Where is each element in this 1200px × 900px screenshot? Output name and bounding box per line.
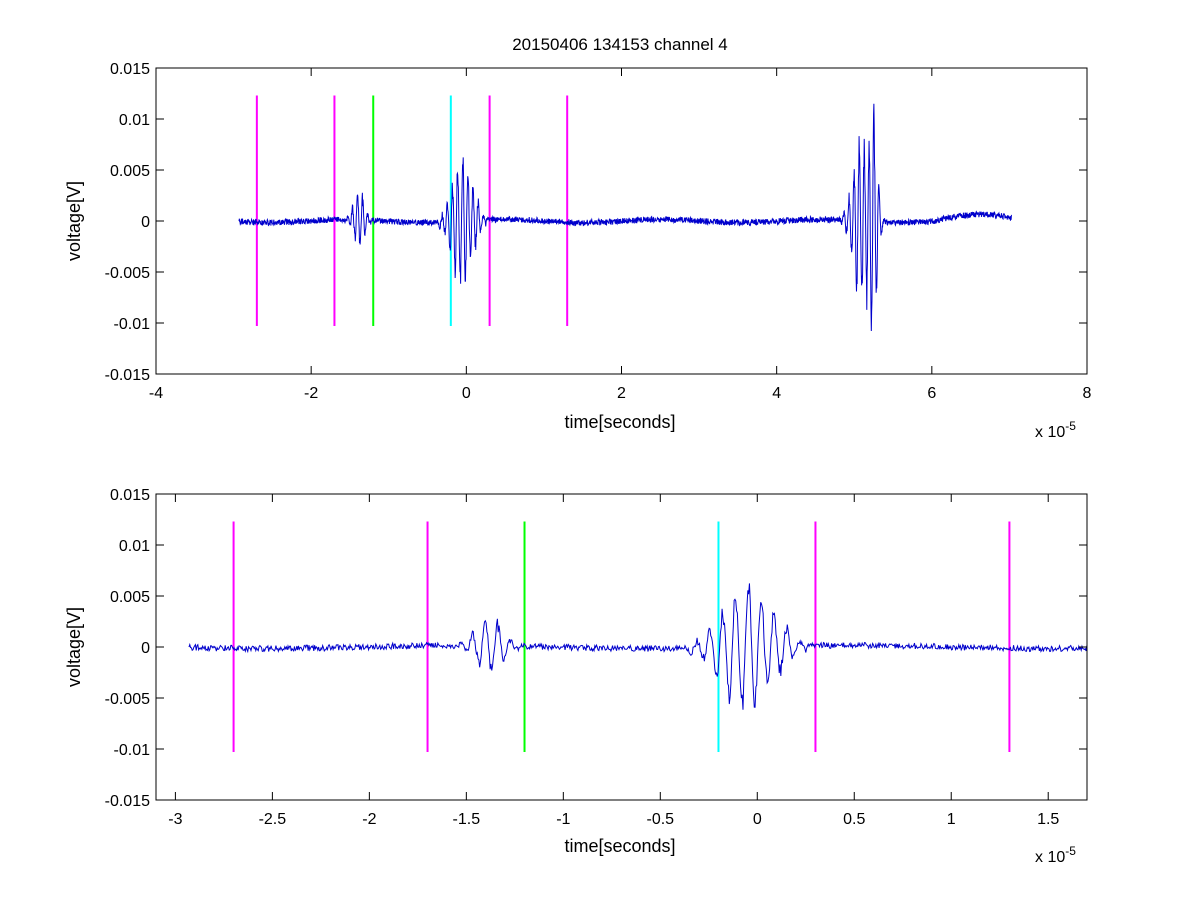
subplot-top-x-exponent-power: -5: [1065, 419, 1076, 433]
y-tick-label: 0.015: [110, 61, 150, 78]
x-tick-label: -2: [362, 811, 376, 828]
subplot-top-xlabel: time[seconds]: [564, 412, 675, 432]
x-tick-label: 0: [753, 811, 762, 828]
subplot-top-trace: [238, 103, 1012, 331]
x-tick-label: -2: [304, 385, 318, 402]
y-tick-label: 0: [141, 214, 150, 231]
subplot-bottom-xlabel: time[seconds]: [564, 836, 675, 856]
subplot-bottom: -3 -2.5 -2 -1.5 -1 -0.5 0 0.5 1 1.5 -0.015 -0.01 -0.…: [64, 487, 1088, 866]
x-tick-label: 6: [927, 385, 936, 402]
y-tick-label: -0.015: [105, 367, 150, 384]
x-tick-label: 0: [462, 385, 471, 402]
subplot-bottom-ylabel: voltage[V]: [64, 607, 84, 687]
x-tick-label: 2: [617, 385, 626, 402]
subplot-top-ticks: -4 -2 0 2 4 6 8 -0.015 -0.01 -0.005 0 0.005 0.01 0.01…: [105, 61, 1092, 402]
x-tick-label: 0.5: [843, 811, 865, 828]
subplot-top-x-exponent: x 10-5: [1035, 419, 1076, 441]
x-tick-label: -1.5: [453, 811, 481, 828]
y-tick-label: 0: [141, 640, 150, 657]
subplot-top: 20150406 134153 channel 4 -4 -2 0 2 4 6 8 -0.01…: [64, 35, 1092, 441]
x-tick-label: -4: [149, 385, 163, 402]
subplot-bottom-trace: [188, 583, 1088, 710]
y-tick-label: 0.01: [119, 112, 150, 129]
subplot-bottom-x-exponent: x 10-5: [1035, 844, 1076, 866]
subplot-bottom-markers: [232, 521, 1011, 753]
subplot-top-markers: [255, 95, 569, 327]
subplot-bottom-x-exponent-power: -5: [1065, 844, 1076, 858]
y-tick-label: -0.01: [114, 742, 151, 759]
x-tick-label: -3: [168, 811, 182, 828]
subplot-bottom-ticks: -3 -2.5 -2 -1.5 -1 -0.5 0 0.5 1 1.5 -0.015 -0.01 -0.…: [105, 487, 1087, 828]
y-tick-label: 0.01: [119, 538, 150, 555]
x-tick-label: 1: [947, 811, 956, 828]
y-tick-label: 0.015: [110, 487, 150, 504]
y-tick-label: -0.005: [105, 691, 150, 708]
x-tick-label: -0.5: [647, 811, 675, 828]
subplot-bottom-x-exponent-base: x 10: [1035, 849, 1065, 866]
subplot-top-title: 20150406 134153 channel 4: [512, 35, 728, 54]
y-tick-label: -0.005: [105, 265, 150, 282]
x-tick-label: -1: [556, 811, 570, 828]
x-tick-label: -2.5: [259, 811, 287, 828]
x-tick-label: 4: [772, 385, 781, 402]
x-tick-label: 8: [1083, 385, 1092, 402]
y-tick-label: 0.005: [110, 163, 150, 180]
subplot-top-x-exponent-base: x 10: [1035, 424, 1065, 441]
x-tick-label: 1.5: [1037, 811, 1059, 828]
y-tick-label: -0.01: [114, 316, 151, 333]
y-tick-label: -0.015: [105, 793, 150, 810]
subplot-top-ylabel: voltage[V]: [64, 181, 84, 261]
y-tick-label: 0.005: [110, 589, 150, 606]
